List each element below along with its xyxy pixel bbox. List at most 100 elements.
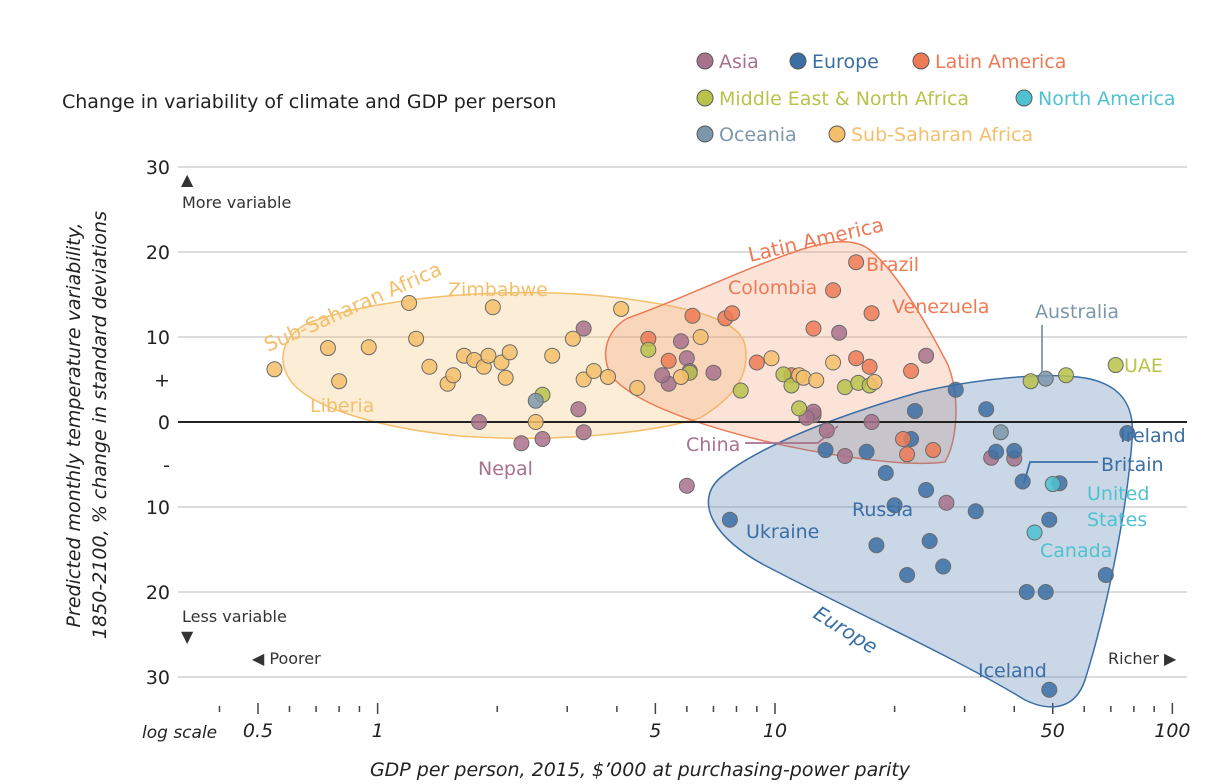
x-axis-title: GDP per person, 2015, $’000 at purchasin…: [370, 759, 911, 781]
point-latin-america: [684, 307, 701, 324]
point-europe: [1037, 584, 1054, 600]
y-tick-label: 20: [146, 242, 170, 264]
legend-label-sub-saharan-africa: Sub-Saharan Africa: [851, 124, 1033, 146]
point-sub-saharan-africa: [501, 344, 518, 361]
y-axis-title-line2: 1850-2100, % change in standard deviatio…: [89, 211, 111, 639]
point-europe: [721, 511, 738, 528]
point-europe: [1018, 584, 1035, 600]
legend-label-middle-east-north-africa: Middle East & North Africa: [719, 88, 969, 110]
point-europe: [1014, 473, 1031, 490]
point-asia: [863, 414, 880, 430]
label-china: China: [686, 434, 740, 456]
data-points: [266, 254, 1136, 698]
x-tick-label: 10: [763, 720, 787, 742]
point-europe: [918, 482, 935, 498]
label-venezuela: Venezuela: [892, 296, 990, 318]
point-europe: [988, 443, 1005, 460]
point-latin-america: [861, 358, 878, 375]
up-triangle-icon: ▲: [181, 170, 194, 189]
point-europe: [935, 558, 952, 575]
legend-swatch-asia: [696, 52, 714, 70]
legend-swatch-middle-east-north-africa: [696, 89, 714, 107]
point-oceania: [1037, 370, 1054, 387]
point-europe: [1006, 442, 1023, 459]
point-latin-america: [825, 282, 842, 299]
point-north-america: [1026, 524, 1043, 541]
label-ukraine: Ukraine: [746, 521, 819, 543]
point-sub-saharan-africa: [613, 300, 630, 317]
china-leader: [745, 425, 839, 444]
point-middle-east-north-africa: [775, 366, 792, 383]
point-sub-saharan-africa: [808, 372, 825, 389]
point-sub-saharan-africa: [401, 295, 418, 311]
y-tick-label: 30: [146, 667, 170, 689]
legend-swatch-latin-america: [912, 52, 930, 70]
point-asia: [575, 320, 592, 337]
region-sub-saharan-africa: [282, 291, 747, 439]
point-asia: [575, 424, 592, 441]
x-tick-label: 0.5: [243, 720, 273, 742]
label-colombia: Colombia: [728, 277, 817, 299]
x-tick-label: 100: [1154, 720, 1190, 742]
point-latin-america: [848, 254, 865, 271]
label-states: States: [1087, 509, 1147, 531]
legend-label-europe: Europe: [812, 51, 879, 73]
point-sub-saharan-africa: [825, 354, 842, 371]
point-asia: [705, 364, 722, 381]
x-axis: 0.5 1 5 10 50 100: [218, 703, 1191, 742]
label-united: United: [1087, 483, 1149, 505]
point-europe: [886, 497, 903, 514]
down-triangle-icon: ▼: [181, 627, 194, 646]
point-europe: [858, 443, 875, 460]
point-sub-saharan-africa: [408, 330, 425, 347]
legend-swatch-sub-saharan-africa: [828, 125, 846, 143]
point-europe: [967, 503, 984, 520]
y-tick-label: 20: [146, 582, 170, 604]
point-latin-america: [925, 442, 942, 459]
point-europe: [906, 402, 923, 419]
y-tick-label: 30: [146, 157, 170, 179]
point-middle-east-north-africa: [1058, 367, 1075, 384]
label-australia: Australia: [1035, 301, 1119, 323]
point-middle-east-north-africa: [732, 382, 749, 399]
point-sub-saharan-africa: [763, 350, 780, 367]
point-sub-saharan-africa: [692, 329, 709, 345]
y-tick-label: +: [154, 370, 170, 392]
label-ireland: Ireland: [1120, 425, 1186, 447]
y-axis: 30 20 10 +0 - 10 20 30: [146, 157, 170, 689]
point-sub-saharan-africa: [585, 363, 602, 379]
y-tick-label: 10: [146, 497, 170, 519]
point-sub-saharan-africa: [484, 299, 501, 316]
point-asia: [513, 435, 530, 452]
point-latin-america: [660, 352, 677, 369]
point-asia: [836, 448, 853, 464]
label-nepal: Nepal: [478, 458, 533, 480]
more-variable-note: More variable: [182, 193, 291, 212]
point-asia: [654, 367, 671, 384]
point-latin-america: [899, 446, 916, 463]
label-iceland: Iceland: [978, 660, 1047, 682]
point-asia: [818, 422, 835, 439]
point-latin-america: [748, 354, 765, 371]
point-europe: [1041, 511, 1058, 528]
britain-leader: [1023, 461, 1098, 484]
point-middle-east-north-africa: [791, 400, 808, 417]
point-sub-saharan-africa: [600, 368, 617, 385]
less-variable-note: Less variable: [182, 607, 287, 626]
point-europe: [868, 537, 885, 554]
point-middle-east-north-africa: [640, 341, 657, 358]
point-sub-saharan-africa: [629, 380, 646, 396]
label-brazil: Brazil: [866, 254, 919, 276]
x-tick-label: 1: [372, 720, 384, 742]
point-latin-america: [903, 363, 920, 379]
point-latin-america: [863, 305, 880, 322]
point-sub-saharan-africa: [480, 347, 497, 364]
point-latin-america: [895, 431, 912, 447]
point-sub-saharan-africa: [527, 414, 544, 430]
label-uae: UAE: [1124, 355, 1163, 377]
point-europe: [921, 533, 938, 549]
y-tick-label: 0: [158, 412, 170, 434]
legend-label-oceania: Oceania: [719, 124, 797, 146]
point-europe: [1119, 425, 1136, 442]
